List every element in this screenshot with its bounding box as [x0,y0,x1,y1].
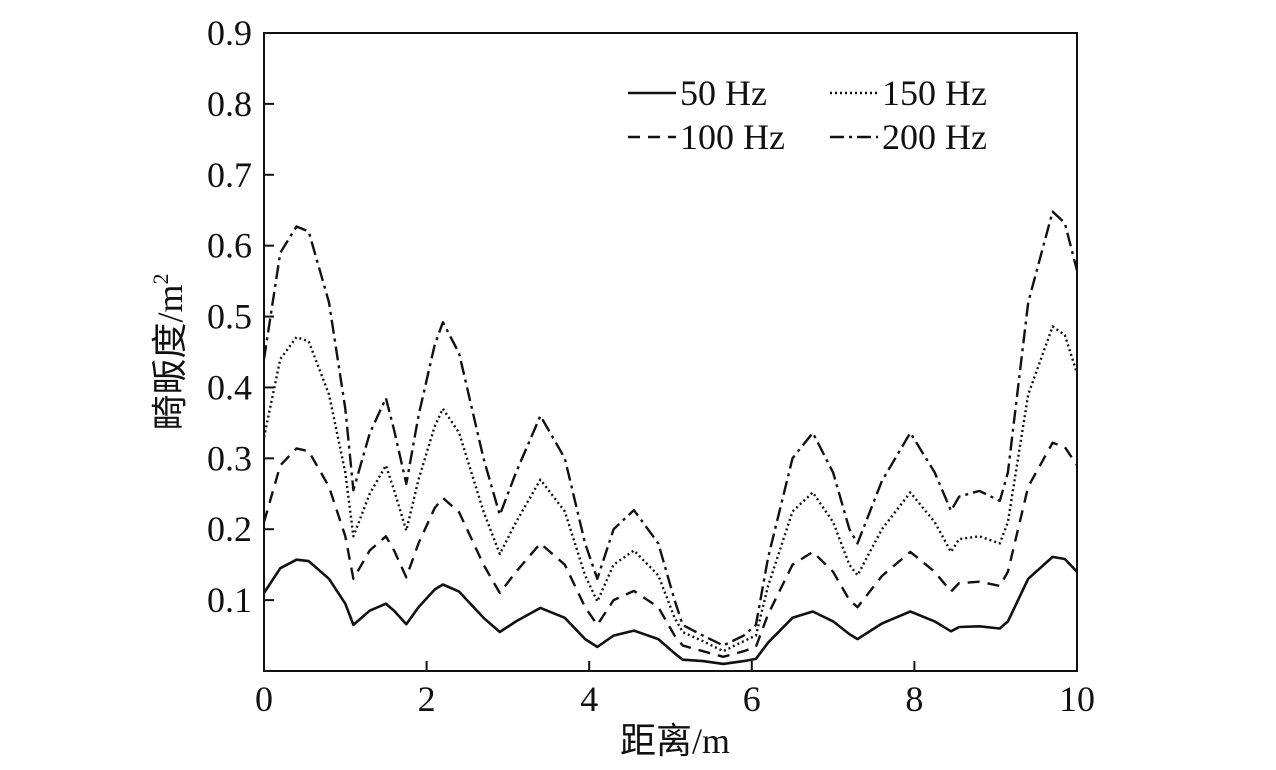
y-tick-label: 0.2 [207,509,252,549]
x-tick-label: 0 [255,679,273,719]
y-tick-label: 0.3 [207,438,252,478]
plot-frame [263,32,1078,672]
tick-layer: 0 2 4 6 8 10 0.1 0.2 0.3 0.4 0.5 0.6 0.7 0.8 0.9 [207,13,1095,719]
y-tick-label: 0.4 [207,367,252,407]
y-axis-title-superscript: 2 [148,273,173,284]
legend-item-1: 50 Hz [628,73,767,113]
y-axis-title: 畸畈度/m2 [148,273,190,430]
legend-label: 50 Hz [680,73,767,113]
series-layer [262,210,1079,666]
x-axis-title: 距离/m [620,721,730,761]
legend-item-4: 200 Hz [830,117,987,157]
series-line-1 [262,555,1078,666]
legend-label: 150 Hz [882,73,987,113]
y-axis-title-text: 畸畈度/m [150,284,190,430]
y-tick-label: 0.6 [207,226,252,266]
series-line-2 [262,441,1079,658]
x-tick-label: 8 [905,679,923,719]
legend-item-2: 100 Hz [628,117,785,157]
legend-item-3: 150 Hz [830,73,987,113]
y-tick-label: 0.9 [207,13,252,53]
x-tick-label: 6 [743,679,761,719]
series-line-4 [262,210,1079,647]
y-tick-label: 0.8 [207,84,252,124]
y-tick-label: 0.1 [207,580,252,620]
y-tick-label: 0.5 [207,297,252,337]
y-tick-label: 0.7 [207,155,252,195]
x-tick-label: 2 [418,679,436,719]
legend-label: 100 Hz [680,117,785,157]
legend-label: 200 Hz [882,117,987,157]
x-tick-label: 4 [580,679,598,719]
x-tick-label: 10 [1059,679,1095,719]
